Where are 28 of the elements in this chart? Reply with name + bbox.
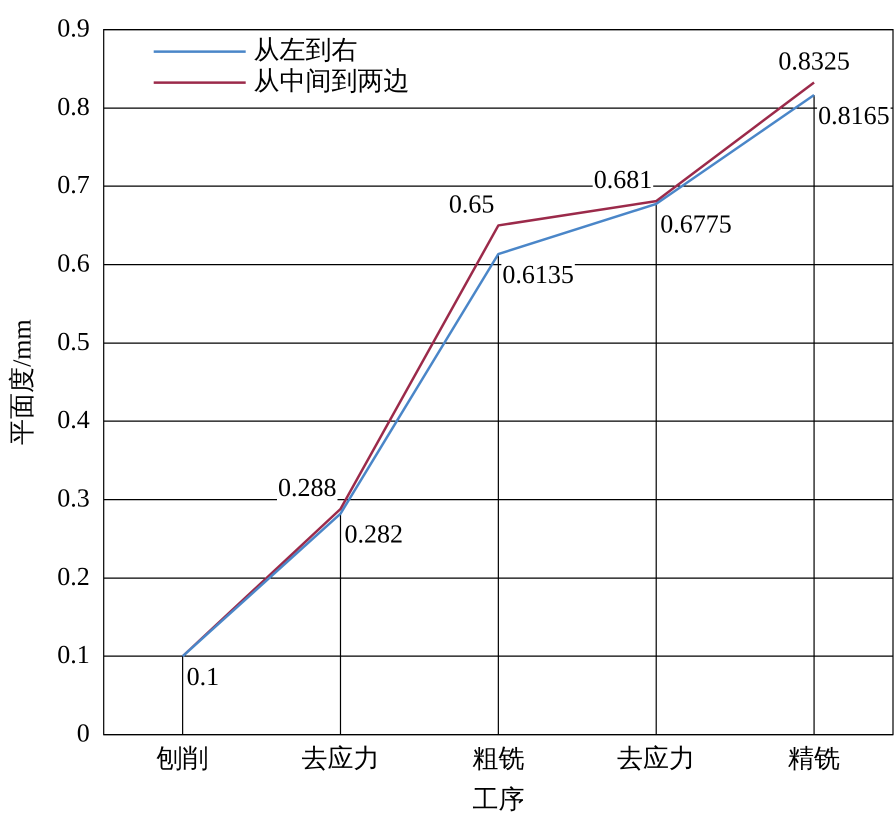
x-tick-label: 去应力: [301, 744, 380, 774]
y-tick-label: 0.3: [57, 483, 90, 512]
x-tick-label: 精铣: [788, 744, 840, 774]
data-label: 0.65: [448, 189, 494, 218]
y-tick-label: 0.2: [57, 562, 90, 591]
legend-label: 从中间到两边: [254, 66, 410, 96]
y-tick-label: 0.4: [57, 405, 90, 434]
x-axis-title: 工序: [472, 785, 524, 814]
data-label: 0.282: [344, 520, 403, 549]
data-label: 0.681: [594, 164, 652, 194]
data-label: 0.6775: [660, 210, 732, 239]
data-label: 0.8325: [778, 46, 850, 76]
y-tick-label: 0.8: [57, 92, 90, 121]
y-tick-label: 0: [76, 718, 90, 748]
y-tick-label: 0.1: [57, 640, 90, 670]
y-tick-label: 0.9: [57, 13, 90, 42]
y-tick-label: 0.6: [57, 248, 90, 278]
x-tick-label: 去应力: [617, 744, 696, 774]
y-tick-label: 0.7: [57, 170, 90, 200]
data-label: 0.6135: [502, 260, 574, 289]
y-tick-label: 0.5: [57, 326, 90, 356]
legend-label: 从左到右: [254, 35, 358, 64]
x-tick-label: 粗铣: [472, 744, 524, 774]
x-tick-label: 刨削: [156, 744, 209, 774]
data-label: 0.288: [278, 472, 336, 502]
data-label: 0.8165: [818, 100, 890, 130]
data-label: 0.1: [186, 662, 220, 692]
y-axis-title: 平面度/mm: [7, 319, 36, 445]
